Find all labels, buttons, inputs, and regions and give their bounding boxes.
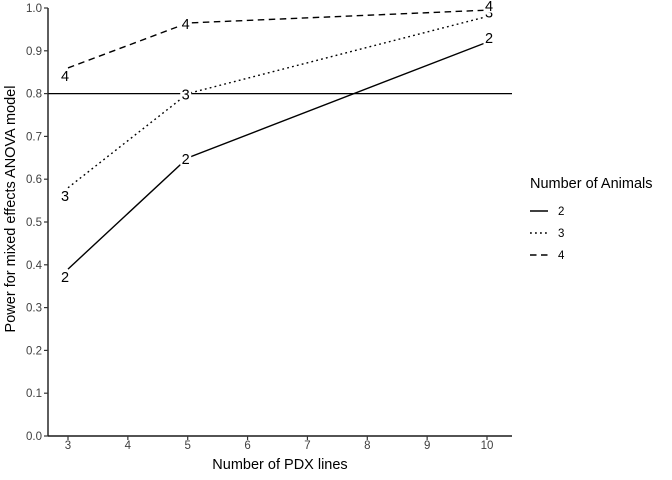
legend: Number of Animals 2 3 4 bbox=[530, 176, 653, 262]
x-tick-label: 4 bbox=[125, 440, 132, 452]
legend-entry: 3 bbox=[530, 228, 564, 240]
x-axis-title: Number of PDX lines bbox=[212, 457, 347, 473]
x-tick-label: 7 bbox=[304, 440, 310, 452]
direct-label: 4 bbox=[485, 0, 493, 15]
x-tick-label: 9 bbox=[424, 440, 430, 452]
y-tick-label: 0.7 bbox=[26, 131, 42, 143]
direct-label-bg bbox=[59, 270, 71, 284]
y-tick-label: 0.4 bbox=[26, 260, 43, 272]
direct-label-bg bbox=[180, 152, 192, 166]
y-tick-label: 0.1 bbox=[26, 388, 42, 400]
direct-label: 2 bbox=[182, 152, 190, 168]
direct-label-bg bbox=[59, 189, 71, 203]
direct-label: 3 bbox=[61, 189, 69, 205]
y-tick-label: 0.0 bbox=[26, 431, 42, 443]
y-tick-label: 0.5 bbox=[26, 217, 42, 229]
direct-label-bg bbox=[59, 69, 71, 83]
direct-label: 4 bbox=[182, 17, 190, 33]
y-tick-label: 0.8 bbox=[26, 89, 42, 101]
direct-label-bg bbox=[483, 0, 495, 13]
y-axis-title: Power for mixed effects ANOVA model bbox=[3, 86, 19, 333]
legend-entry-label: 3 bbox=[558, 228, 564, 240]
y-tick-label: 0.6 bbox=[26, 174, 42, 186]
x-tick-label: 6 bbox=[244, 440, 250, 452]
x-tick-label: 5 bbox=[185, 440, 191, 452]
direct-label: 3 bbox=[485, 6, 493, 22]
legend-title: Number of Animals bbox=[530, 176, 653, 192]
x-tick-label: 10 bbox=[481, 440, 494, 452]
y-tick-label: 0.9 bbox=[26, 46, 42, 58]
direct-label: 4 bbox=[61, 69, 69, 85]
x-tick-label: 3 bbox=[65, 440, 71, 452]
series-line-animals-2 bbox=[67, 41, 488, 270]
direct-label: 3 bbox=[182, 88, 190, 104]
direct-label-bg bbox=[483, 31, 495, 45]
series-line-animals-3 bbox=[67, 15, 488, 189]
legend-entry: 2 bbox=[530, 206, 564, 218]
y-tick-label: 0.3 bbox=[26, 303, 42, 315]
direct-label: 2 bbox=[61, 270, 69, 286]
direct-label: 2 bbox=[485, 31, 493, 47]
legend-entry-label: 2 bbox=[558, 206, 564, 218]
direct-label-bg bbox=[180, 17, 192, 31]
x-tick-label: 8 bbox=[364, 440, 370, 452]
y-tick-label: 1.0 bbox=[26, 3, 42, 15]
plot-panel: 0.00.10.20.30.40.50.60.70.80.91.03 4 5 6 7 8 9… bbox=[26, 0, 512, 452]
y-tick-label: 0.2 bbox=[26, 345, 42, 357]
legend-entry: 4 bbox=[530, 250, 565, 262]
series-line-animals-4 bbox=[67, 9, 488, 69]
direct-label-bg bbox=[180, 88, 192, 102]
legend-entry-label: 4 bbox=[558, 250, 565, 262]
